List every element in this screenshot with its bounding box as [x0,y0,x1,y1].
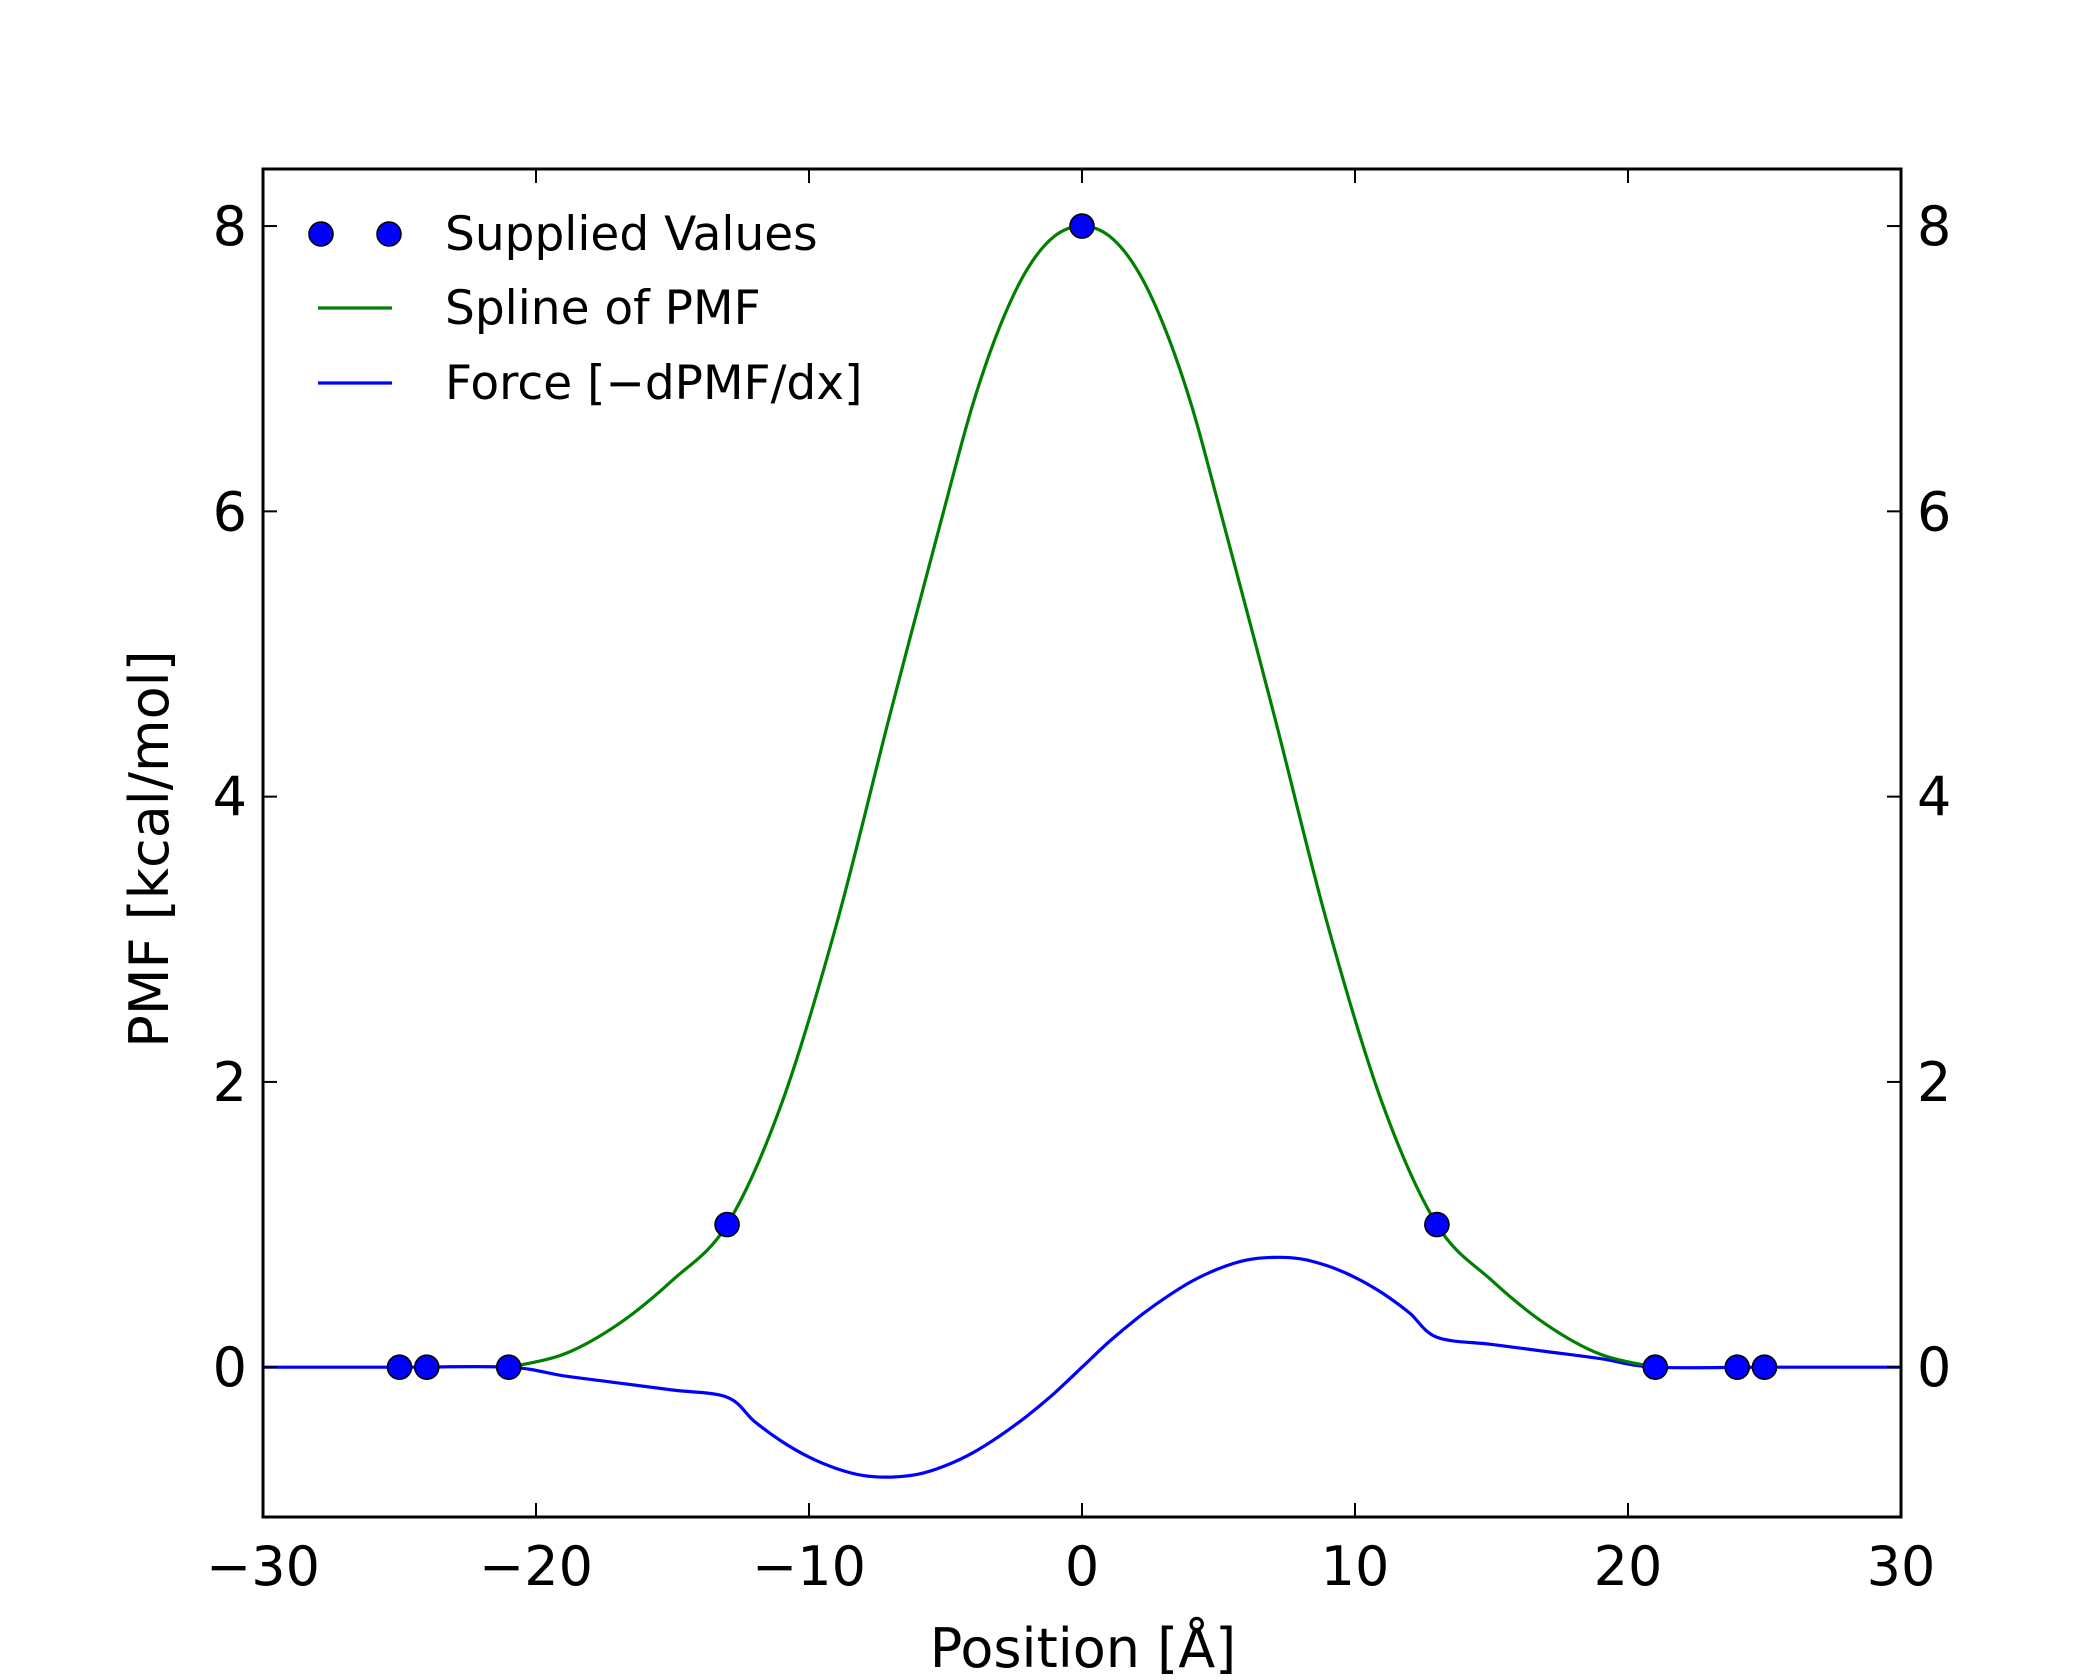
y-tick-label-right: 2 [1917,1051,1951,1114]
y-axis-label: PMF [kcal/mol] [118,650,181,1047]
force-line [263,1255,1901,1479]
x-tick-label: 30 [1867,1535,1936,1598]
y-tick-label-left: 2 [213,1051,247,1114]
x-axis-label: Position [Å] [930,1616,1237,1680]
legend-label: Spline of PMF [445,281,761,336]
x-axis-ticks: −30 −20 −10 0 10 20 30 [206,169,1935,1598]
supplied-value-point [1642,1354,1669,1380]
x-tick-label: −30 [206,1535,320,1598]
supplied-value-point [1069,213,1095,239]
x-tick-label: −20 [479,1535,593,1598]
y-tick-label-left: 4 [213,766,247,829]
legend-label: Supplied Values [445,207,818,262]
supplied-value-point [386,1354,413,1380]
x-tick-label: 0 [1065,1535,1099,1598]
y-axis-ticks: 0 0 2 2 4 4 6 6 8 8 [213,195,1952,1399]
supplied-value-point [1424,1211,1450,1238]
y-tick-label-right: 6 [1917,480,1951,543]
x-tick-label: 10 [1321,1535,1390,1598]
y-tick-label-left: 8 [213,195,247,258]
y-tick-label-right: 8 [1917,195,1951,258]
supplied-value-point [1751,1354,1778,1380]
supplied-value-point [1724,1354,1750,1380]
legend-marker-supplied-values [376,221,402,247]
x-tick-label: −10 [752,1535,866,1598]
y-tick-label-left: 6 [213,480,247,543]
y-tick-label-left: 0 [213,1336,247,1399]
x-tick-label: 20 [1594,1535,1663,1598]
data-markers [386,213,1778,1380]
supplied-value-point [495,1354,522,1380]
supplied-value-point [413,1354,440,1380]
y-tick-label-right: 4 [1917,766,1951,829]
supplied-value-point [714,1211,740,1238]
legend-marker-supplied-values [308,221,334,247]
legend-label: Force [−dPMF/dx] [445,356,862,411]
y-tick-label-right: 0 [1917,1336,1951,1399]
legend: Supplied Values Spline of PMF Force [−dPMF… [308,207,862,411]
